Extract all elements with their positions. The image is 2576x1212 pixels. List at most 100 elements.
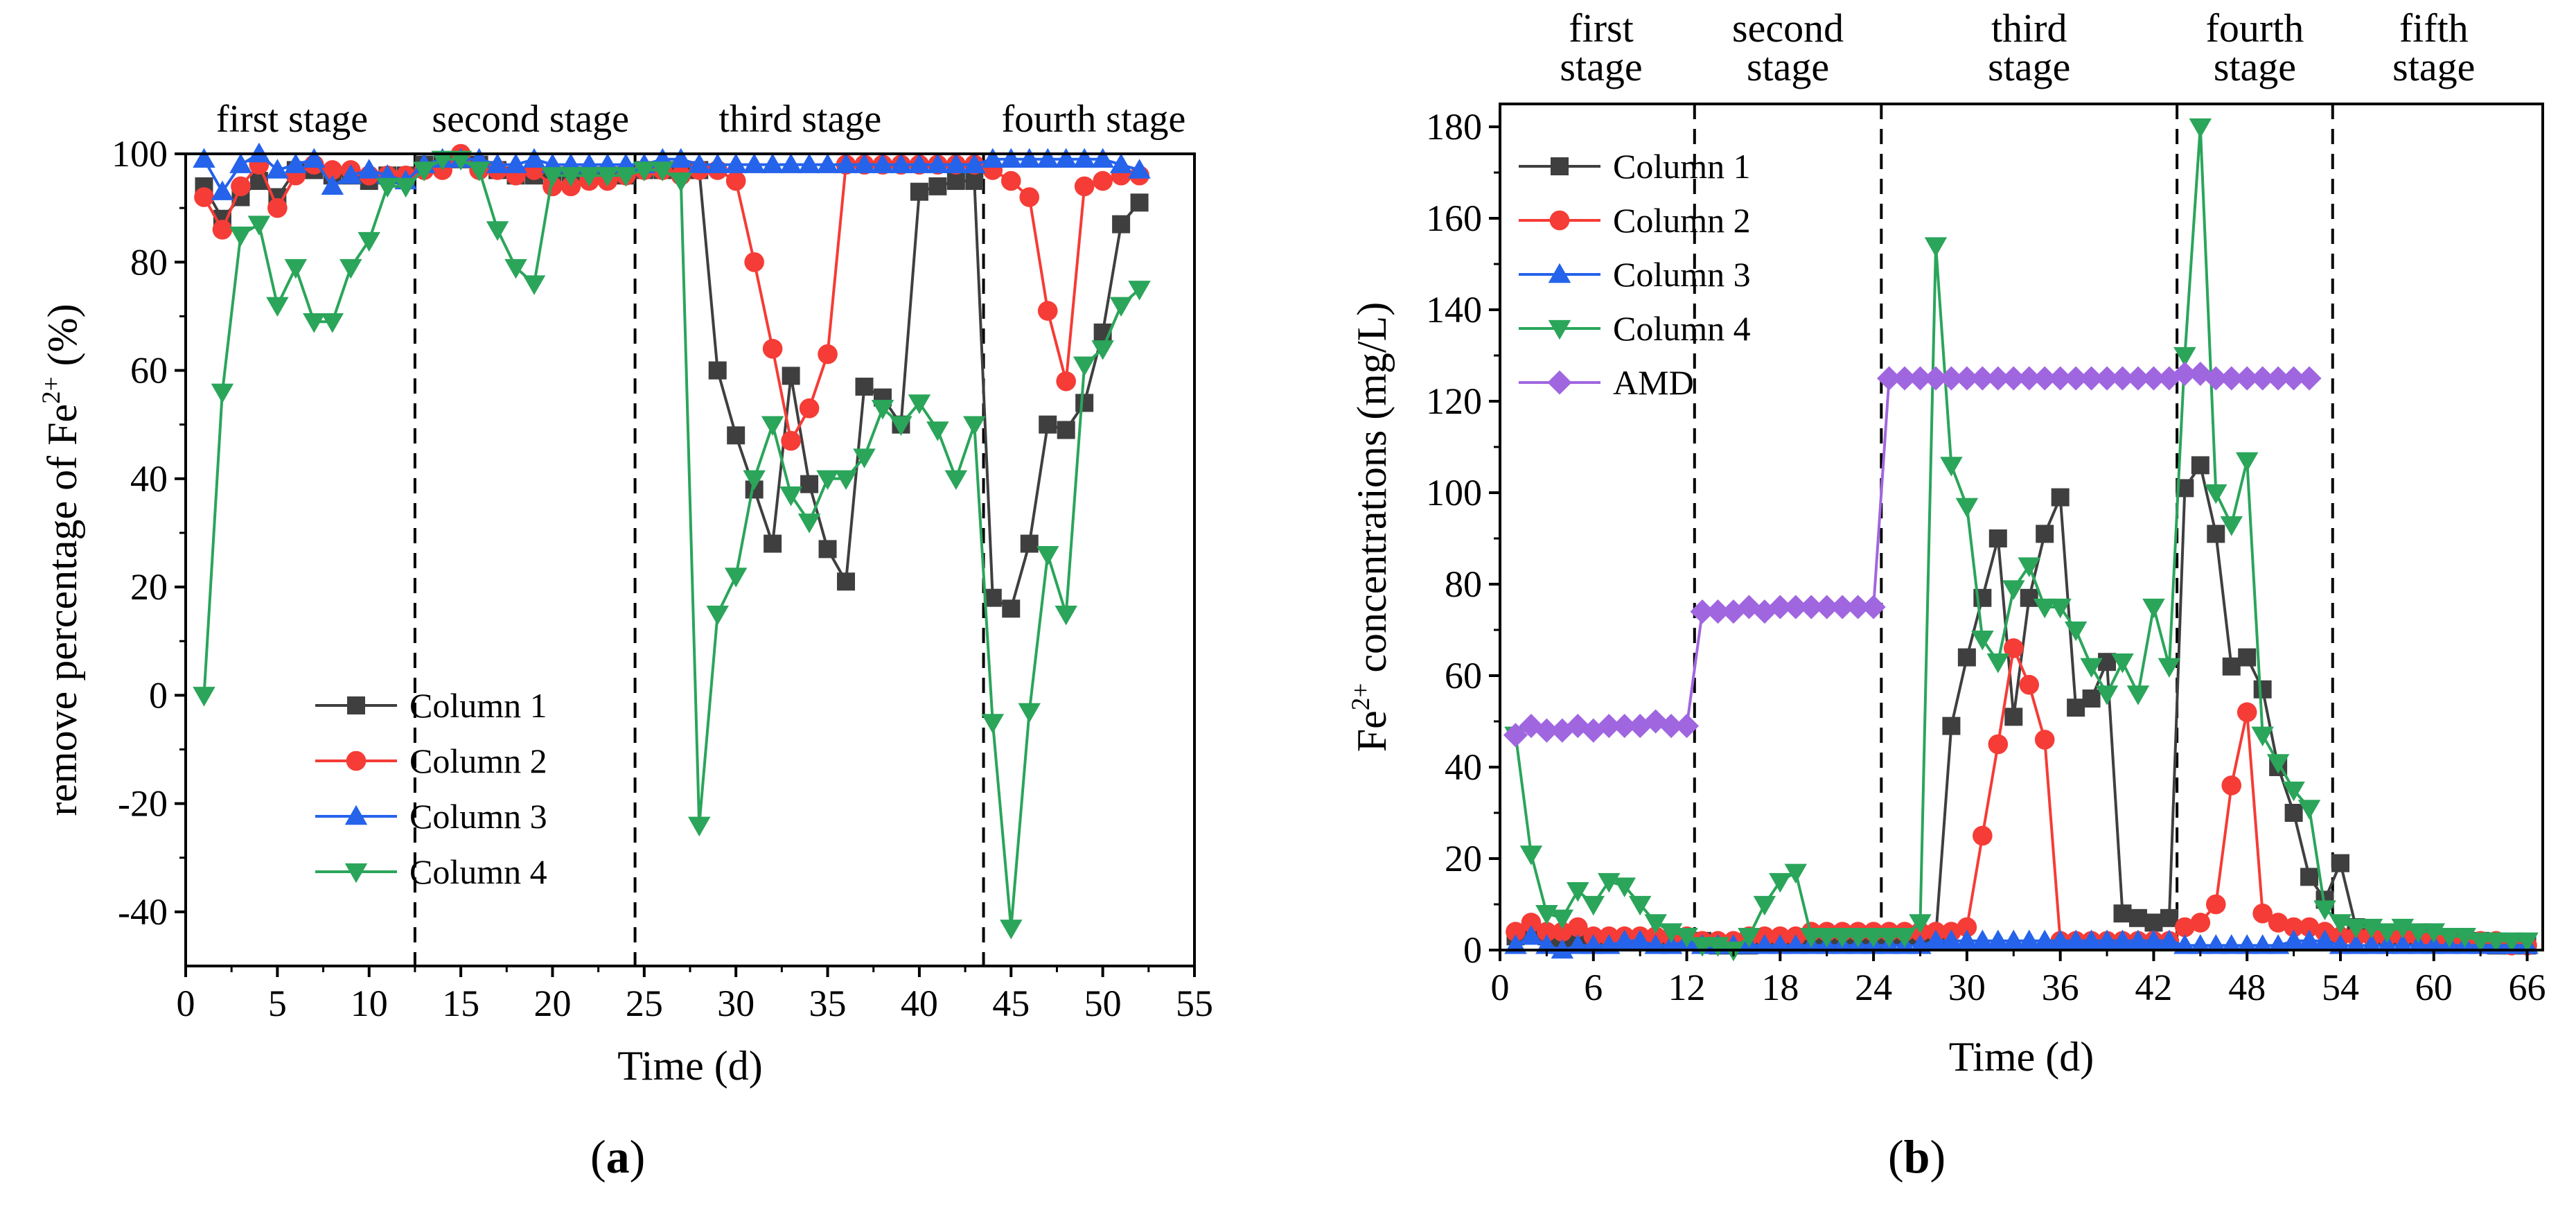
panel-b-data-point [1924,929,1948,949]
panel-a-data-point [834,153,858,173]
panel-a-x-axis-label: Time (d) [617,1043,762,1089]
panel-b-y-tick-label: 20 [1445,838,1482,879]
panel-b-data-point [1675,714,1700,739]
panel-b-data-point [2222,657,2241,676]
panel-b-data-point [2128,908,2147,927]
panel-a-x-tick-label: 20 [533,983,571,1024]
panel-a-y-axis-label-main: remove percentage of Fe [39,404,85,816]
panel-b-data-point [2113,904,2132,923]
panel-a-data-point [944,153,968,173]
panel-b-data-point [1924,237,1948,257]
panel-b-data-point [1675,928,1698,948]
panel-a-caption: (a) [590,1130,646,1183]
panel-b-legend-label: Column 3 [1613,255,1751,294]
panel-b-stage-label-2: second [1732,6,1844,51]
panel-a-data-point [800,475,819,493]
panel-a-y-axis-label: remove percentage of Fe2+ (%) [37,304,85,816]
panel-a-data-point [651,161,674,182]
panel-b-data-point [2067,699,2085,717]
panel-b-data-point [1892,366,1917,391]
panel-a-data-point [706,605,729,626]
panel-b-data-point [2080,658,2103,678]
panel-b-data-point [1907,366,1933,391]
panel-a-data-point [231,176,251,197]
panel-b-data-point [2142,929,2165,949]
panel-b-data-point [1970,366,1995,391]
panel-a-data-point [1109,153,1133,173]
panel-b-x-tick-label: 48 [2228,967,2266,1008]
panel-a-legend-marker [344,863,368,884]
panel-b-data-point [1846,928,1869,948]
panel-b-data-point [1534,718,1559,743]
panel-b-data-point [2172,361,2197,386]
panel-b-data-point [1519,924,1543,945]
panel-b-series-column-4 [1504,118,2539,962]
panel-a-caption-letter: a [606,1130,630,1183]
panel-a-data-point [522,275,546,295]
panel-b-data-point [1582,895,1605,916]
panel-b-data-point [2252,903,2273,924]
panel-b-data-point [2033,598,2056,619]
panel-b-data-point [1690,599,1715,624]
panel-b-data-point [1830,595,1855,620]
panel-a-data-point [1000,148,1023,168]
panel-a-data-point [376,177,399,198]
panel-b-legend-marker [1549,210,1570,231]
panel-a-data-point [871,400,894,420]
panel-b-data-point [1986,366,2011,391]
panel-b-legend-label: Column 1 [1613,147,1751,186]
panel-b-stage-label-5: fifth [2399,6,2469,51]
panel-a-data-point [596,167,619,187]
panel-b-data-point [2095,685,2119,705]
panel-a-data-point [779,153,802,173]
panel-b-data-point [2064,929,2088,949]
panel-b-data-point [1986,929,2010,949]
panel-a-data-point [1112,215,1131,234]
panel-b-data-point [1878,928,1900,948]
panel-a-data-point [1055,148,1077,168]
panel-b-stage-label-2-line2: stage [1747,44,1829,89]
panel-a-data-point [1036,148,1059,168]
panel-b-caption-letter: b [1903,1130,1930,1183]
panel-b-data-point [2018,929,2040,949]
panel-b-data-point [1971,631,1994,651]
panel-a-data-point [1018,703,1041,723]
panel-b-x-tick-label: 30 [1948,967,1986,1008]
panel-a-data-point [522,148,546,168]
panel-a-data-point [724,568,748,588]
panel-b-data-point [1691,937,1714,957]
panel-b-data-point [1986,653,2010,674]
panel-b-data-point [2282,929,2305,949]
panel-a-data-point [743,470,766,491]
panel-b-data-point [1783,595,1808,620]
panel-b-data-point [2345,918,2367,939]
panel-a-x-tick-label: 35 [809,983,847,1024]
panel-a-x-tick-label: 55 [1176,983,1213,1024]
panel-b-data-point [2001,366,2026,391]
panel-b-data-point [1973,825,1993,846]
panel-b-y-tick-label: 100 [1426,472,1482,513]
panel-a-data-point [504,153,527,173]
panel-a-data-point [926,153,949,173]
panel-b-data-point [2036,525,2054,543]
panel-a-data-point [706,153,729,173]
panel-b-data-point [1753,895,1776,916]
panel-b-data-point [2189,118,2212,139]
panel-a-data-point [1020,534,1039,553]
panel-a-y-tick-label: 60 [130,350,168,392]
panel-b-legend-label: AMD [1613,363,1694,402]
panel-b-data-point [1939,366,1964,391]
panel-b-data-point [1537,922,1557,942]
panel-b-data-point [1909,914,1932,934]
panel-b-data-point [2297,366,2322,391]
panel-a-x-tick-label: 5 [268,983,287,1024]
panel-a-data-point [1019,187,1040,207]
panel-a-legend-marker [344,805,368,825]
panel-b-x-tick-label: 66 [2509,967,2546,1008]
panel-a-data-point [1128,159,1151,179]
panel-b-x-tick-label: 54 [2322,967,2359,1008]
panel-b-data-point [1568,917,1588,938]
panel-b-data-point [2407,923,2430,943]
panel-a-x-tick-label: 45 [992,983,1030,1024]
panel-a-data-point [578,167,601,187]
